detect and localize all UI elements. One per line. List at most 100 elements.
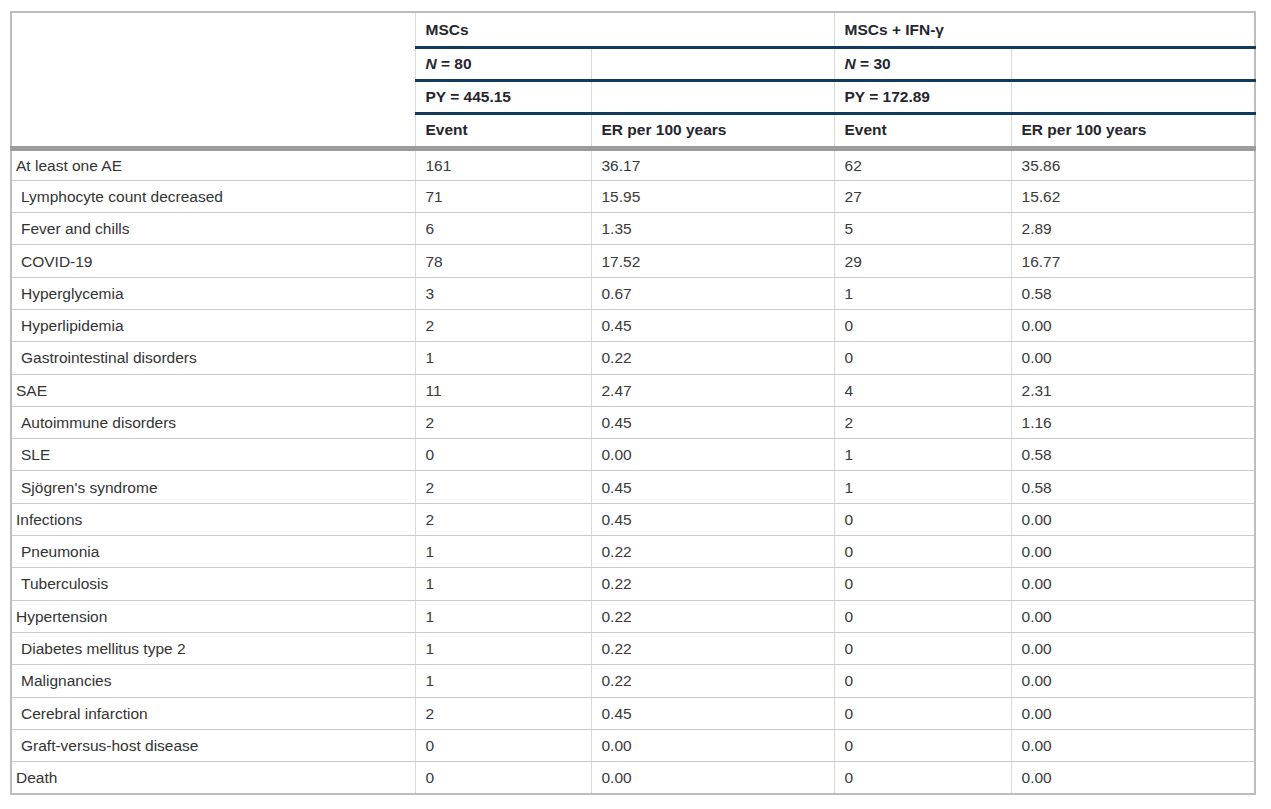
- ifn-event-cell: 1: [834, 277, 1011, 309]
- ifn-event-cell: 0: [834, 342, 1011, 374]
- msc-er-cell: 0.67: [591, 277, 834, 309]
- event-label-cell: Diabetes mellitus type 2: [11, 632, 415, 664]
- ifn-er-cell: 0.00: [1011, 342, 1255, 374]
- ifn-er-cell: 0.00: [1011, 762, 1255, 794]
- msc-er-cell: 0.22: [591, 342, 834, 374]
- table-row: Death 0 0.00 0 0.00: [11, 762, 1255, 794]
- event-label-cell: Infections: [11, 503, 415, 535]
- msc-er-cell: 0.45: [591, 471, 834, 503]
- column-header-er-mscs: ER per 100 years: [591, 113, 834, 148]
- ifn-er-cell: 0.00: [1011, 665, 1255, 697]
- py-mscs: PY = 445.15: [415, 80, 591, 113]
- table-row: Gastrointestinal disorders 1 0.22 0 0.00: [11, 342, 1255, 374]
- n-count-mscs: N = 80: [415, 47, 591, 80]
- msc-event-cell: 6: [415, 213, 591, 245]
- msc-er-cell: 0.45: [591, 309, 834, 341]
- ifn-event-cell: 1: [834, 471, 1011, 503]
- ifn-er-cell: 0.00: [1011, 600, 1255, 632]
- msc-event-cell: 1: [415, 600, 591, 632]
- event-label-cell: Hyperglycemia: [11, 277, 415, 309]
- event-label-cell: Gastrointestinal disorders: [11, 342, 415, 374]
- ifn-er-cell: 0.00: [1011, 697, 1255, 729]
- msc-event-cell: 71: [415, 180, 591, 212]
- ifn-event-cell: 4: [834, 374, 1011, 406]
- table-row: Diabetes mellitus type 2 1 0.22 0 0.00: [11, 632, 1255, 664]
- ifn-er-cell: 2.89: [1011, 213, 1255, 245]
- ifn-er-cell: 2.31: [1011, 374, 1255, 406]
- table-row: At least one AE 161 36.17 62 35.86: [11, 148, 1255, 180]
- ifn-event-cell: 0: [834, 536, 1011, 568]
- ifn-event-cell: 62: [834, 148, 1011, 180]
- table-row: Pneumonia 1 0.22 0 0.00: [11, 536, 1255, 568]
- msc-event-cell: 2: [415, 503, 591, 535]
- table-row: Graft-versus-host disease 0 0.00 0 0.00: [11, 729, 1255, 761]
- msc-event-cell: 2: [415, 309, 591, 341]
- ifn-event-cell: 2: [834, 406, 1011, 438]
- header-row-groups: MSCs MSCs + IFN-γ: [11, 12, 1255, 47]
- event-label-cell: Death: [11, 762, 415, 794]
- ifn-event-cell: 0: [834, 665, 1011, 697]
- event-label-cell: At least one AE: [11, 148, 415, 180]
- event-label-cell: Malignancies: [11, 665, 415, 697]
- ifn-er-cell: 0.00: [1011, 309, 1255, 341]
- table-body: At least one AE 161 36.17 62 35.86 Lymph…: [11, 148, 1255, 794]
- py-mscs-ifn: PY = 172.89: [834, 80, 1011, 113]
- msc-er-cell: 2.47: [591, 374, 834, 406]
- n-symbol: N: [426, 55, 437, 72]
- empty-cell: [591, 47, 834, 80]
- ifn-event-cell: 0: [834, 762, 1011, 794]
- ifn-er-cell: 15.62: [1011, 180, 1255, 212]
- adverse-events-table-container: MSCs MSCs + IFN-γ N = 80 N = 30 PY = 445…: [10, 11, 1256, 795]
- ifn-er-cell: 35.86: [1011, 148, 1255, 180]
- corner-cell: [11, 12, 415, 148]
- msc-event-cell: 1: [415, 632, 591, 664]
- event-label-cell: Autoimmune disorders: [11, 406, 415, 438]
- column-header-event-mscs: Event: [415, 113, 591, 148]
- ifn-event-cell: 0: [834, 632, 1011, 664]
- msc-er-cell: 0.22: [591, 568, 834, 600]
- event-label-cell: Pneumonia: [11, 536, 415, 568]
- msc-er-cell: 1.35: [591, 213, 834, 245]
- msc-er-cell: 0.00: [591, 439, 834, 471]
- table-row: Fever and chills 6 1.35 5 2.89: [11, 213, 1255, 245]
- msc-er-cell: 0.00: [591, 762, 834, 794]
- ifn-event-cell: 0: [834, 729, 1011, 761]
- table-row: Cerebral infarction 2 0.45 0 0.00: [11, 697, 1255, 729]
- msc-event-cell: 2: [415, 471, 591, 503]
- msc-er-cell: 0.22: [591, 536, 834, 568]
- group-header-mscs-ifn: MSCs + IFN-γ: [834, 12, 1255, 47]
- event-label-cell: Hypertension: [11, 600, 415, 632]
- msc-er-cell: 0.22: [591, 600, 834, 632]
- event-label-cell: COVID-19: [11, 245, 415, 277]
- empty-cell: [1011, 47, 1255, 80]
- ifn-event-cell: 27: [834, 180, 1011, 212]
- ifn-er-cell: 0.00: [1011, 568, 1255, 600]
- ifn-event-cell: 29: [834, 245, 1011, 277]
- ifn-er-cell: 0.00: [1011, 729, 1255, 761]
- msc-event-cell: 78: [415, 245, 591, 277]
- ifn-er-cell: 1.16: [1011, 406, 1255, 438]
- n-value: = 30: [856, 55, 891, 72]
- table-row: Lymphocyte count decreased 71 15.95 27 1…: [11, 180, 1255, 212]
- msc-event-cell: 2: [415, 406, 591, 438]
- ifn-er-cell: 16.77: [1011, 245, 1255, 277]
- ifn-er-cell: 0.00: [1011, 632, 1255, 664]
- table-row: Malignancies 1 0.22 0 0.00: [11, 665, 1255, 697]
- msc-event-cell: 0: [415, 762, 591, 794]
- table-row: Sjögren's syndrome 2 0.45 1 0.58: [11, 471, 1255, 503]
- table-row: COVID-19 78 17.52 29 16.77: [11, 245, 1255, 277]
- msc-er-cell: 0.22: [591, 632, 834, 664]
- msc-er-cell: 0.22: [591, 665, 834, 697]
- column-header-er-mscs-ifn: ER per 100 years: [1011, 113, 1255, 148]
- adverse-events-table: MSCs MSCs + IFN-γ N = 80 N = 30 PY = 445…: [10, 11, 1256, 795]
- msc-event-cell: 11: [415, 374, 591, 406]
- table-row: SLE 0 0.00 1 0.58: [11, 439, 1255, 471]
- event-label-cell: SAE: [11, 374, 415, 406]
- table-row: Hyperglycemia 3 0.67 1 0.58: [11, 277, 1255, 309]
- event-label-cell: Sjögren's syndrome: [11, 471, 415, 503]
- ifn-event-cell: 0: [834, 600, 1011, 632]
- empty-cell: [591, 80, 834, 113]
- table-row: Tuberculosis 1 0.22 0 0.00: [11, 568, 1255, 600]
- ifn-er-cell: 0.58: [1011, 277, 1255, 309]
- n-symbol: N: [845, 55, 856, 72]
